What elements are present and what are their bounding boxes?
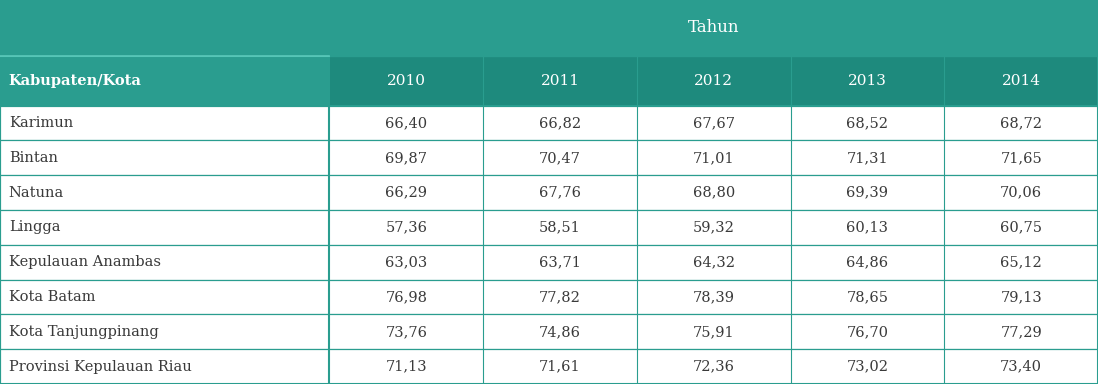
- Text: 63,71: 63,71: [539, 255, 581, 269]
- Text: Tahun: Tahun: [688, 19, 739, 36]
- Text: 70,47: 70,47: [539, 151, 581, 165]
- Text: 76,98: 76,98: [385, 290, 427, 304]
- Text: Karimun: Karimun: [9, 116, 74, 130]
- Text: 71,31: 71,31: [847, 151, 888, 165]
- Text: 66,40: 66,40: [385, 116, 427, 130]
- Text: 57,36: 57,36: [385, 220, 427, 234]
- Text: Kota Tanjungpinang: Kota Tanjungpinang: [9, 325, 158, 339]
- Text: 67,76: 67,76: [539, 185, 581, 200]
- Text: 77,29: 77,29: [1000, 325, 1042, 339]
- Text: 60,75: 60,75: [1000, 220, 1042, 234]
- Text: 69,39: 69,39: [847, 185, 888, 200]
- Text: 75,91: 75,91: [693, 325, 735, 339]
- Text: 60,13: 60,13: [847, 220, 888, 234]
- Text: 78,39: 78,39: [693, 290, 735, 304]
- Text: 73,40: 73,40: [1000, 359, 1042, 374]
- Text: 76,70: 76,70: [847, 325, 888, 339]
- Text: 63,03: 63,03: [385, 255, 427, 269]
- Text: 67,67: 67,67: [693, 116, 735, 130]
- Text: Kepulauan Anambas: Kepulauan Anambas: [9, 255, 160, 269]
- Text: Provinsi Kepulauan Riau: Provinsi Kepulauan Riau: [9, 359, 191, 374]
- Text: 64,86: 64,86: [847, 255, 888, 269]
- Bar: [329, 56, 483, 106]
- Bar: [791, 56, 944, 106]
- Bar: [0, 106, 1098, 141]
- Text: 66,29: 66,29: [385, 185, 427, 200]
- Text: 69,87: 69,87: [385, 151, 427, 165]
- Text: Natuna: Natuna: [9, 185, 64, 200]
- Text: 68,52: 68,52: [847, 116, 888, 130]
- Text: 64,32: 64,32: [693, 255, 735, 269]
- Text: Lingga: Lingga: [9, 220, 60, 234]
- Bar: [0, 56, 1098, 106]
- Text: 78,65: 78,65: [847, 290, 888, 304]
- Text: 73,76: 73,76: [385, 325, 427, 339]
- Text: 68,80: 68,80: [693, 185, 735, 200]
- Bar: [0, 280, 1098, 314]
- Text: 71,01: 71,01: [693, 151, 735, 165]
- Text: 71,13: 71,13: [385, 359, 427, 374]
- Bar: [0, 210, 1098, 245]
- Text: 2014: 2014: [1001, 74, 1041, 88]
- Bar: [0, 245, 1098, 280]
- Text: 70,06: 70,06: [1000, 185, 1042, 200]
- Text: 58,51: 58,51: [539, 220, 581, 234]
- Bar: [944, 56, 1098, 106]
- Bar: [637, 56, 791, 106]
- Text: 79,13: 79,13: [1000, 290, 1042, 304]
- Text: 71,61: 71,61: [539, 359, 581, 374]
- Text: 71,65: 71,65: [1000, 151, 1042, 165]
- Bar: [0, 141, 1098, 175]
- Text: 2012: 2012: [694, 74, 733, 88]
- Text: 59,32: 59,32: [693, 220, 735, 234]
- Text: Kabupaten/Kota: Kabupaten/Kota: [9, 74, 142, 88]
- Text: Bintan: Bintan: [9, 151, 58, 165]
- Text: 74,86: 74,86: [539, 325, 581, 339]
- Bar: [483, 56, 637, 106]
- Text: Kota Batam: Kota Batam: [9, 290, 96, 304]
- Text: 72,36: 72,36: [693, 359, 735, 374]
- Text: 77,82: 77,82: [539, 290, 581, 304]
- Text: 65,12: 65,12: [1000, 255, 1042, 269]
- Bar: [0, 175, 1098, 210]
- Text: 73,02: 73,02: [847, 359, 888, 374]
- Text: 2011: 2011: [540, 74, 580, 88]
- Text: 2013: 2013: [848, 74, 887, 88]
- Bar: [0, 314, 1098, 349]
- Text: 66,82: 66,82: [539, 116, 581, 130]
- Text: 68,72: 68,72: [1000, 116, 1042, 130]
- Bar: [0, 0, 1098, 56]
- Text: 2010: 2010: [386, 74, 426, 88]
- Bar: [0, 349, 1098, 384]
